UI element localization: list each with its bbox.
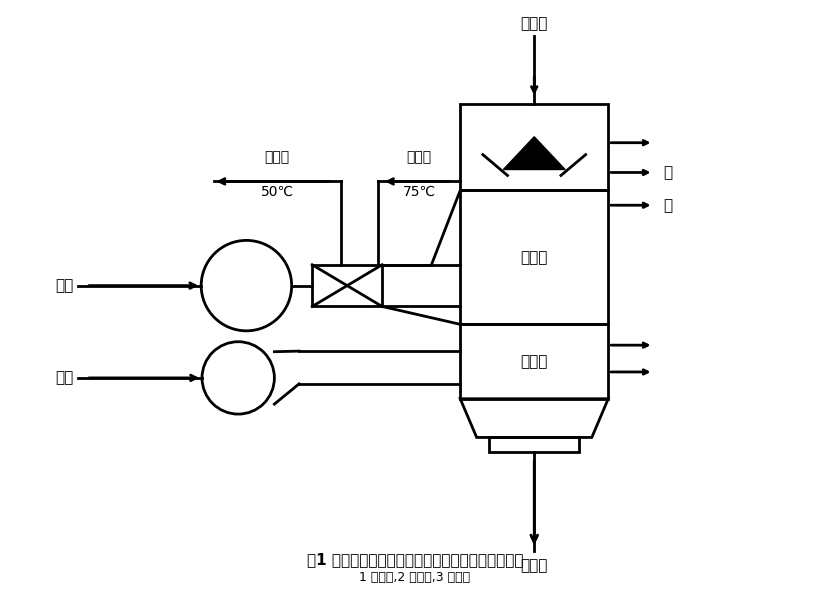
Text: 空气: 空气 (56, 278, 74, 293)
Text: 1 鼓风机,2 加热器,3 干燥器: 1 鼓风机,2 加热器,3 干燥器 (359, 571, 471, 584)
Bar (460, 104, 608, 191)
Text: 75℃: 75℃ (403, 185, 436, 198)
Bar (460, 325, 608, 398)
Text: 干燥段: 干燥段 (520, 250, 548, 265)
Bar (312, 265, 382, 307)
Text: 冷却段: 冷却段 (520, 354, 548, 369)
Text: 干大米: 干大米 (520, 558, 548, 573)
Text: 图1 马其顿戈德坚地区地热大米干燥装置流程示意图: 图1 马其顿戈德坚地区地热大米干燥装置流程示意图 (307, 552, 523, 567)
Text: 湿大米: 湿大米 (520, 16, 548, 31)
Text: 气: 气 (664, 198, 673, 213)
Text: 地热水: 地热水 (407, 151, 432, 165)
Text: 废: 废 (664, 165, 673, 180)
Bar (460, 191, 608, 325)
Text: 地热水: 地热水 (265, 151, 290, 165)
Bar (489, 438, 579, 453)
Text: 50℃: 50℃ (261, 185, 294, 198)
Polygon shape (504, 137, 565, 169)
Text: 空气: 空气 (56, 370, 74, 385)
